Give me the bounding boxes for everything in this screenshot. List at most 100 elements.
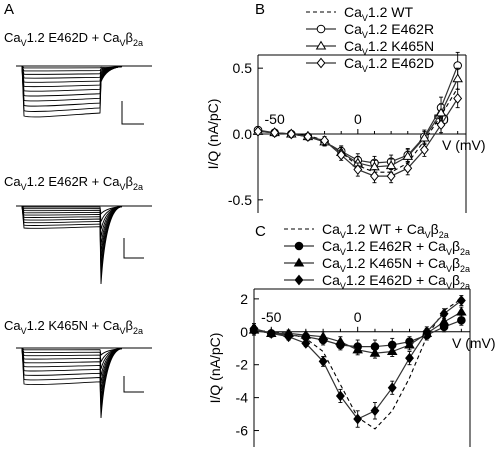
data-point	[253, 125, 263, 137]
panel-a-trace-2-label: CaV1.2 E462R + CaVβ2a	[4, 174, 143, 192]
data-point	[335, 336, 346, 346]
y-tick-label: 0.0	[233, 126, 253, 142]
data-point	[353, 413, 363, 425]
data-point	[303, 131, 313, 143]
y-tick-label: 2	[240, 291, 248, 307]
trace-sweep	[21, 205, 123, 238]
y-tick-label: -4	[236, 390, 249, 406]
legend-label: CaV1.2 E462R	[344, 21, 434, 40]
panel-a-trace-3-label: CaV1.2 K465N + CaVβ2a	[4, 318, 143, 336]
data-point	[403, 162, 413, 174]
y-axis-label: I/Q (nA/pC)	[205, 99, 221, 170]
data-point	[370, 170, 379, 182]
y-tick-label: 0.5	[233, 60, 253, 76]
legend-entry-3: CaV1.2 E462D	[306, 55, 434, 74]
legend-entry-1: CaV1.2 E462R	[306, 21, 434, 40]
trace-sweep	[21, 65, 123, 118]
data-point	[336, 149, 346, 161]
data-point	[436, 119, 446, 131]
data-point	[422, 326, 432, 338]
data-point	[438, 316, 450, 326]
data-point	[370, 405, 380, 417]
data-point	[301, 337, 311, 349]
data-point	[317, 331, 329, 341]
scale-bar-3	[123, 376, 144, 393]
data-point	[405, 352, 414, 364]
trace-sweep	[21, 205, 123, 269]
x-tick-label: 0	[354, 309, 362, 325]
y-tick-label: 0	[240, 324, 248, 340]
trace-sweep	[21, 347, 123, 412]
data-point	[266, 328, 276, 339]
trace-sweep	[21, 205, 123, 261]
data-point	[456, 295, 466, 306]
data-point	[353, 164, 363, 175]
scale-bar-1	[121, 101, 144, 125]
data-point	[286, 128, 296, 140]
trace-sweep	[21, 347, 123, 377]
data-point	[335, 390, 345, 402]
data-point	[404, 339, 415, 349]
data-point	[320, 135, 330, 146]
data-point	[316, 57, 326, 69]
data-point	[318, 356, 328, 367]
data-point	[385, 160, 397, 170]
data-point	[294, 241, 304, 251]
data-point	[457, 315, 466, 325]
trace-sweep	[21, 65, 123, 92]
data-point	[294, 274, 304, 286]
y-tick-label: -6	[236, 423, 249, 439]
panel-a-letter: A	[4, 1, 14, 18]
x-axis-label: V (mV)	[452, 335, 496, 351]
legend-entry-1: CaV1.2 E462R + CaVβ2a	[284, 238, 470, 257]
legend-entry-2: CaV1.2 K465N + CaVβ2a	[284, 255, 470, 274]
trace-sweep	[21, 347, 123, 370]
legend-label: CaV1.2 E462R + CaVβ2a	[322, 238, 470, 257]
data-point	[453, 93, 463, 104]
data-point	[387, 382, 397, 394]
series-3	[249, 295, 466, 428]
scale-bar-2	[123, 238, 144, 259]
trace-sweep	[21, 347, 123, 384]
data-point	[419, 132, 430, 142]
panel-letter: B	[255, 1, 265, 18]
data-point	[386, 346, 398, 356]
data-point	[452, 73, 463, 83]
legend-entry-3: CaV1.2 E462D + CaVβ2a	[284, 272, 470, 291]
current-trace-k465n	[16, 347, 152, 419]
data-point	[386, 170, 396, 182]
legend-entry-0: CaV1.2 WT	[306, 4, 413, 23]
panel-a: A CaV1.2 E462D + CaVβ2a CaV1.2 E462R + C…	[4, 1, 152, 419]
data-point	[402, 151, 414, 160]
x-axis-label: V (mV)	[442, 137, 486, 153]
trace-sweep	[21, 347, 123, 356]
data-point	[352, 344, 363, 354]
y-tick-label: -2	[236, 357, 249, 373]
trace-sweep	[21, 205, 123, 230]
data-point	[316, 24, 326, 34]
current-trace-e462r	[16, 205, 152, 285]
x-tick-label: 0	[354, 111, 362, 127]
data-point	[293, 257, 305, 267]
legend-label: CaV1.2 K465N	[344, 38, 434, 57]
legend-label: CaV1.2 E462D + CaVβ2a	[322, 272, 470, 291]
current-trace-e462d	[16, 65, 152, 118]
data-point	[369, 347, 381, 357]
trace-sweep	[21, 347, 123, 391]
series-3	[253, 88, 463, 184]
panel-a-trace-1-label: CaV1.2 E462D + CaVβ2a	[4, 30, 143, 48]
panel-b-chart: B-0.50.00.5-50 0 50V (mV)I/Q (nA/pC)CaV1.2…	[205, 1, 486, 213]
legend-entry-0: CaV1.2 WT + CaVβ2a	[284, 221, 449, 240]
panel-letter: C	[255, 223, 266, 240]
trace-sweep	[21, 347, 123, 419]
data-point	[270, 127, 280, 139]
trace-sweep	[21, 205, 123, 277]
legend-label: CaV1.2 E462D	[344, 55, 434, 74]
trace-sweep	[21, 347, 123, 363]
legend-label: CaV1.2 WT + CaVβ2a	[322, 221, 449, 240]
y-axis-label: I/Q (nA/pC)	[207, 333, 223, 404]
trace-sweep	[21, 205, 123, 253]
x-tick-label: -50	[265, 111, 285, 127]
data-point	[284, 331, 294, 343]
